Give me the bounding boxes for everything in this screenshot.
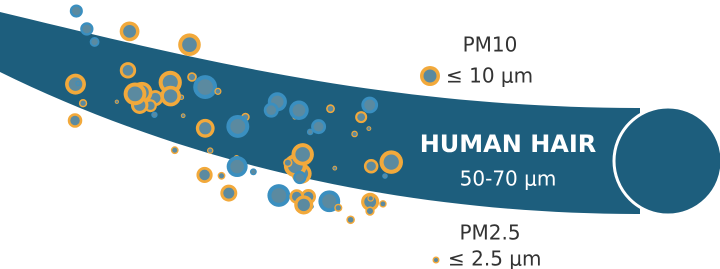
particle-core — [182, 114, 185, 117]
particle-core — [80, 101, 85, 106]
particle-core — [123, 25, 136, 38]
particle-core — [219, 173, 224, 178]
particle-core — [308, 130, 312, 134]
particle-core — [152, 113, 156, 117]
particle-core — [298, 199, 310, 211]
infographic: HUMAN HAIR 50-70 μm PM10 ≤ 10 μm PM2.5 ≤… — [0, 0, 720, 269]
particle-core — [172, 148, 177, 153]
particle-core — [128, 86, 143, 101]
pm10-icon-core — [424, 70, 437, 83]
particle-core — [164, 89, 177, 102]
hair-label: HUMAN HAIR — [420, 130, 597, 158]
particle-core — [296, 173, 305, 182]
particle-core — [348, 217, 354, 223]
particle-core — [182, 37, 197, 52]
particle-core — [230, 160, 244, 174]
particle-core — [322, 194, 336, 208]
particle-core — [366, 161, 375, 170]
particle-core — [369, 196, 373, 200]
particle-core — [328, 106, 334, 112]
particle-core — [295, 147, 310, 162]
particle-core — [367, 208, 373, 214]
particle-core — [285, 160, 291, 166]
pm25-size: ≤ 2.5 μm — [448, 247, 542, 269]
particle-core — [189, 74, 195, 80]
particle-core — [230, 119, 245, 134]
particle-core — [333, 167, 336, 170]
particle-core — [384, 155, 399, 170]
particle-core — [266, 105, 276, 115]
particle-core — [123, 65, 134, 76]
particle-core — [293, 104, 306, 117]
particle-core — [199, 170, 210, 181]
particle-core — [271, 188, 286, 203]
particle-core — [83, 25, 92, 34]
hair-size: 50-70 μm — [460, 167, 557, 191]
particle-core — [223, 188, 234, 199]
particle-core — [314, 122, 324, 132]
pm25-icon-core — [434, 258, 438, 262]
particle-core — [70, 116, 79, 125]
particle-core — [91, 39, 97, 45]
particle-core — [383, 174, 387, 178]
pm10-size: ≤ 10 μm — [446, 64, 533, 88]
particle-core — [357, 113, 365, 121]
particle-core — [381, 201, 386, 206]
pm25-label: PM2.5 — [459, 221, 520, 245]
particle-core — [76, 82, 79, 85]
particle-core — [208, 149, 212, 153]
particle-core — [364, 100, 375, 111]
particle-core — [199, 122, 211, 134]
particle-core — [367, 127, 370, 130]
particle-core — [72, 7, 81, 16]
particle-core — [115, 100, 118, 103]
particle-core — [251, 170, 255, 174]
hair-end — [614, 107, 720, 215]
particle-core — [197, 79, 213, 95]
particle-core — [336, 205, 341, 210]
particle-core — [352, 132, 356, 136]
pm10-label: PM10 — [463, 33, 518, 57]
particle-core — [216, 89, 221, 94]
